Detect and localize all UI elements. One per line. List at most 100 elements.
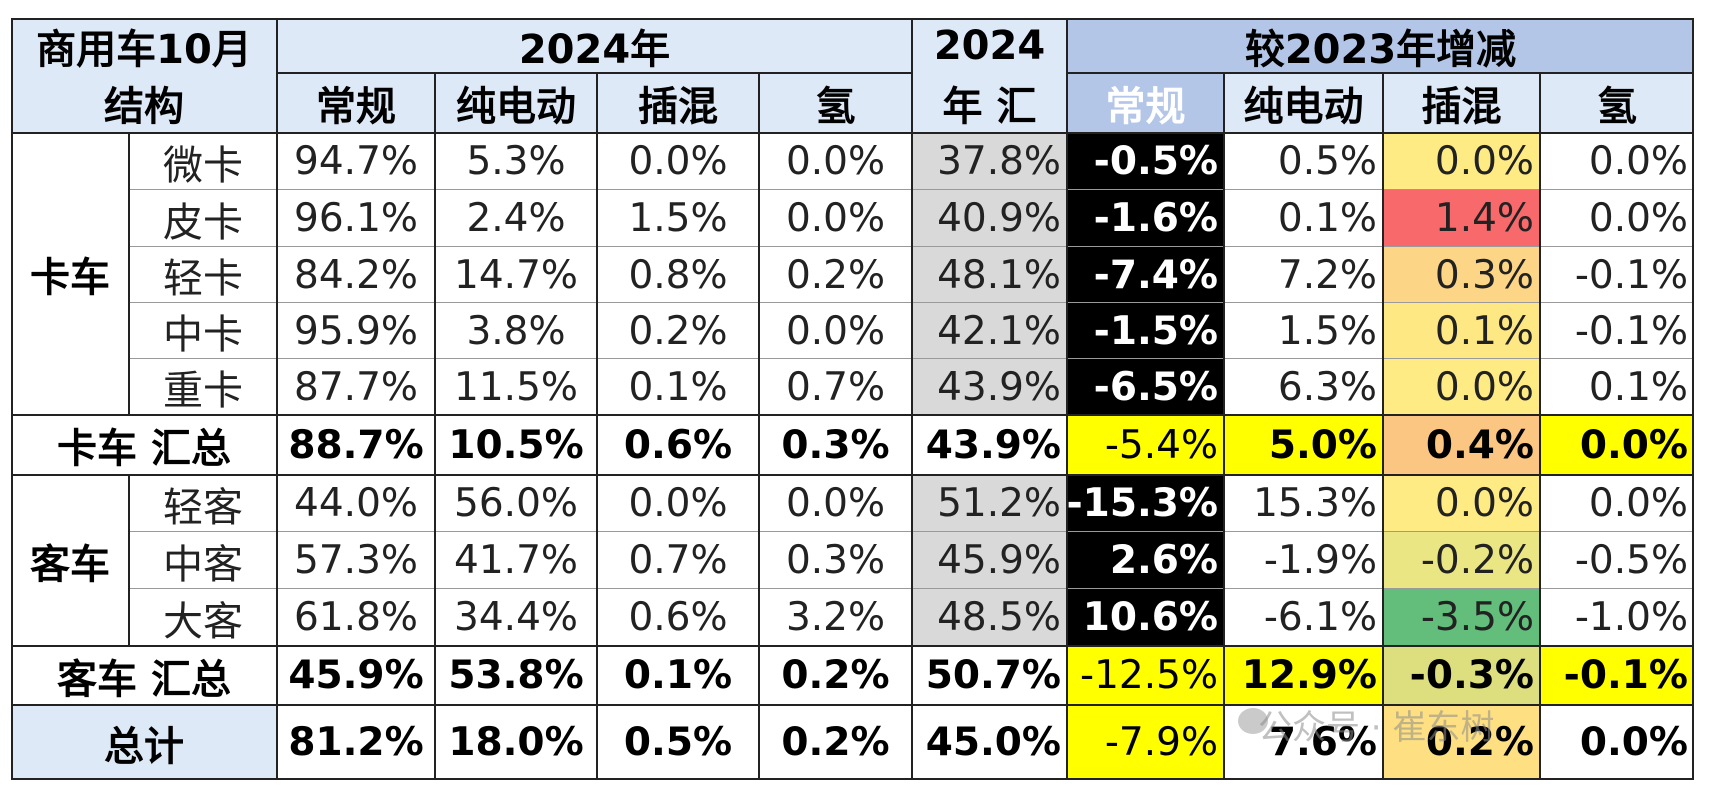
share-cell: 0.2% [781, 720, 890, 765]
share-cell: 1.5% [628, 196, 728, 241]
change-cell: 2.6% [1067, 532, 1224, 589]
change-cell: -7.4% [1067, 247, 1224, 303]
share-cell: 57.3% [294, 538, 418, 583]
grid-line [11, 645, 1694, 647]
change-cell: -6.5% [1067, 359, 1224, 415]
total-cell: 43.9% [925, 422, 1061, 468]
share-cell: 10.5% [448, 422, 584, 468]
share-cell: 3.2% [785, 595, 886, 640]
header-change-3: 氢 [1540, 73, 1694, 133]
grid-line [277, 72, 912, 74]
change-cell: -3.5% [1383, 589, 1540, 646]
change-cell: -15.3% [1067, 475, 1224, 532]
change-cell: 0.4% [1383, 415, 1540, 475]
change-cell: -6.1% [1263, 595, 1377, 640]
change-cell: -5.4% [1067, 415, 1224, 475]
share-cell: 34.4% [454, 595, 578, 640]
change-cell: 0.3% [1383, 247, 1540, 303]
wechat-icon [1238, 708, 1268, 734]
header-share-1: 纯电动 [456, 84, 576, 130]
total-cell: 43.9% [912, 359, 1067, 415]
row-label: 中客 [163, 541, 243, 588]
change-cell: 7.2% [1277, 252, 1377, 298]
header-share-2: 插混 [638, 84, 718, 130]
header-change-2: 插混 [1383, 73, 1540, 133]
total-cell: 51.2% [912, 475, 1067, 532]
grid-line [11, 18, 1694, 20]
change-cell: -0.5% [1067, 133, 1224, 190]
grid-line [1539, 73, 1541, 780]
share-cell: 61.8% [294, 595, 418, 640]
header-corner-subtitle: 结构 [104, 84, 184, 130]
header-change-0: 常规 [1067, 73, 1224, 133]
row-label: 中卡 [163, 312, 243, 358]
header-share-0: 常规 [316, 84, 396, 130]
grid-line [1066, 18, 1068, 780]
grid-line [1692, 18, 1694, 780]
share-cell: 94.7% [294, 139, 418, 184]
change-cell: -1.5% [1067, 303, 1224, 359]
share-cell: 96.1% [294, 196, 418, 241]
change-cell: -0.5% [1574, 538, 1688, 583]
change-cell: 0.2% [1383, 705, 1540, 780]
change-cell: 0.1% [1277, 196, 1377, 241]
change-cell: 1.5% [1277, 308, 1377, 354]
share-cell: 0.0% [785, 139, 886, 184]
grid-line [1067, 72, 1694, 74]
share-cell: 56.0% [454, 481, 578, 526]
change-cell: 6.3% [1277, 364, 1377, 410]
header-total-year: 2024 [933, 22, 1046, 69]
row-label: 大客 [163, 598, 243, 645]
grid-line [11, 18, 13, 780]
change-cell: 0.1% [1383, 303, 1540, 359]
change-cell: 1.4% [1383, 190, 1540, 247]
change-cell: -0.1% [1540, 646, 1694, 705]
change-cell: 10.6% [1067, 589, 1224, 646]
grid-line [128, 475, 130, 646]
change-cell: -0.2% [1383, 532, 1540, 589]
header-corner-bg [11, 18, 277, 133]
change-cell: 12.9% [1224, 646, 1383, 705]
grid-line [128, 133, 130, 415]
change-cell: -0.3% [1383, 646, 1540, 705]
share-cell: 0.0% [785, 308, 886, 354]
share-cell: 0.6% [623, 422, 733, 468]
group-label: 卡车 [30, 255, 110, 301]
change-cell: -7.9% [1067, 705, 1224, 780]
share-cell: 45.9% [288, 653, 424, 698]
change-cell: 0.5% [1277, 139, 1377, 184]
share-cell: 0.7% [785, 364, 886, 410]
change-cell: -1.9% [1263, 538, 1377, 583]
grid-line [596, 73, 598, 780]
change-cell: -0.1% [1574, 252, 1688, 298]
total-cell: 48.1% [912, 247, 1067, 303]
share-cell: 44.0% [294, 481, 418, 526]
summary-label: 客车 汇总 [57, 656, 231, 703]
share-cell: 11.5% [454, 364, 578, 410]
change-cell: 0.0% [1540, 415, 1694, 475]
grid-line [11, 704, 1694, 706]
change-cell: 0.0% [1579, 720, 1688, 765]
share-cell: 53.8% [448, 653, 584, 698]
share-table: 商用车10月 结构 2024年 2024 年 汇较2023年增减 常规 纯电动 插混氢常规 纯电… [11, 18, 1694, 780]
total-cell: 40.9% [912, 190, 1067, 247]
share-cell: 0.2% [781, 653, 890, 698]
change-cell: 0.0% [1588, 196, 1688, 241]
share-cell: 0.6% [628, 595, 728, 640]
change-cell: 0.0% [1588, 481, 1688, 526]
grid-line [11, 474, 1694, 476]
share-cell: 0.1% [628, 364, 728, 410]
change-cell: -12.5% [1067, 646, 1224, 705]
share-cell: 18.0% [448, 720, 584, 765]
share-cell: 0.3% [781, 422, 890, 468]
total-cell: 42.1% [912, 303, 1067, 359]
grid-line [1382, 73, 1384, 780]
grid-line [276, 18, 278, 780]
group-label: 客车 [30, 541, 110, 588]
share-cell: 81.2% [288, 720, 424, 765]
row-label: 轻客 [163, 484, 243, 531]
grid-line [911, 18, 913, 780]
share-cell: 87.7% [294, 364, 418, 410]
grand-total-label: 总计 [11, 705, 277, 780]
change-cell: 7.6% [1268, 720, 1377, 765]
